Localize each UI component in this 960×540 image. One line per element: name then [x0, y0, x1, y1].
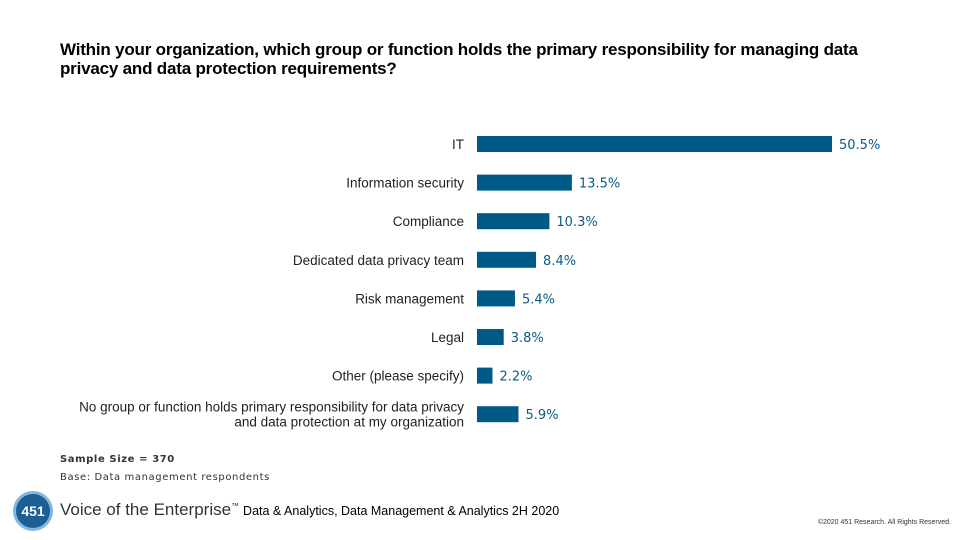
bar	[477, 290, 515, 307]
bar	[477, 406, 519, 423]
copyright-text: ©2020 451 Research. All Rights Reserved.	[817, 519, 951, 526]
data-label: 3.8%	[511, 331, 544, 346]
bar	[477, 251, 537, 268]
footer-brand: Voice of the Enterprise™ Data & Analytics…	[60, 500, 559, 520]
bar	[477, 174, 572, 191]
category-label-line: Information security	[346, 176, 464, 191]
brand-name: Voice of the Enterprise	[60, 500, 232, 519]
data-label: 13.5%	[579, 177, 620, 192]
chart-title: Within your organization, which group or…	[60, 40, 858, 78]
category-label: IT	[452, 137, 464, 152]
category-label-line: No group or function holds primary respo…	[79, 400, 464, 415]
base-note: Base: Data management respondents	[60, 472, 270, 483]
category-label: Other (please specify)	[332, 369, 464, 384]
data-label: 5.4%	[522, 292, 555, 307]
data-label: 50.5%	[839, 138, 880, 153]
category-label: Dedicated data privacy team	[293, 253, 464, 268]
bar	[477, 367, 493, 384]
category-label: Legal	[431, 330, 464, 345]
category-label: Compliance	[393, 214, 464, 229]
category-label-line: IT	[452, 137, 464, 152]
bar	[477, 213, 550, 230]
category-label: No group or function holds primary respo…	[79, 400, 464, 430]
category-label: Risk management	[355, 291, 464, 306]
trademark-mark: ™	[231, 501, 240, 511]
study-name: Data & Analytics, Data Management & Anal…	[243, 504, 560, 518]
data-label: 8.4%	[543, 254, 576, 269]
451-logo: 451	[13, 491, 53, 531]
bar	[477, 329, 504, 345]
category-label-line: Other (please specify)	[332, 369, 464, 384]
bar	[477, 136, 832, 152]
data-label: 10.3%	[556, 215, 597, 230]
sample-size-note: Sample Size = 370	[60, 454, 175, 465]
category-label-line: Risk management	[355, 291, 464, 306]
data-label: 2.2%	[499, 370, 532, 385]
category-label: Information security	[346, 176, 464, 191]
category-label-line: Dedicated data privacy team	[293, 253, 464, 268]
category-label-line: Legal	[431, 330, 464, 345]
category-label-line: and data protection at my organization	[234, 415, 464, 430]
data-label: 5.9%	[525, 408, 558, 423]
category-label-line: Compliance	[393, 214, 464, 229]
